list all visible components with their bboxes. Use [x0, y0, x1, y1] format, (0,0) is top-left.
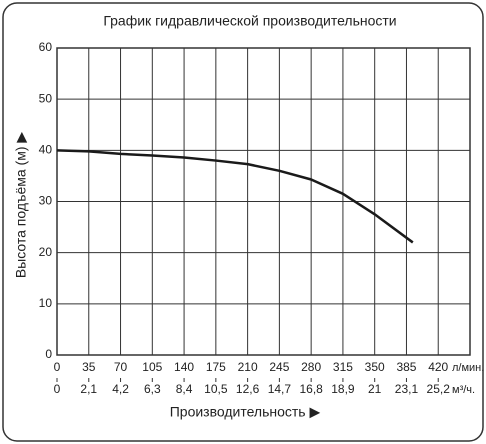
y-tick-label: 10: [39, 296, 53, 310]
x-tick-label: 385: [396, 360, 416, 374]
x2-tick-label: 14,7: [268, 382, 292, 396]
x-tick-label: 245: [269, 360, 289, 374]
x-tick-label: 210: [238, 360, 258, 374]
x-tick-label: 315: [333, 360, 353, 374]
x-tick-label: 35: [82, 360, 96, 374]
y-tick-label: 40: [39, 143, 53, 157]
performance-curve: [56, 149, 414, 244]
x-tick-label: 280: [301, 360, 321, 374]
x-axis-title: Производительность ▶: [170, 404, 321, 420]
chart-title: График гидравлической производительности: [103, 13, 396, 29]
y-tick-label: 0: [45, 347, 52, 361]
x2-tick-label: 2,1: [80, 382, 97, 396]
x2-tick-label: 18,9: [331, 382, 355, 396]
x2-tick-label: 4,2: [112, 382, 129, 396]
x2-tick-label: 0: [54, 382, 61, 396]
x2-tick-label: 10,5: [204, 382, 228, 396]
y-tick-label: 30: [39, 194, 53, 208]
x2-tick-label: 21: [368, 382, 382, 396]
x2-unit: м³/ч.: [452, 384, 475, 396]
x-tick-label: 350: [365, 360, 385, 374]
x2-tick-label: 16,8: [299, 382, 323, 396]
x-tick-label: 0: [54, 360, 61, 374]
x-tick-label: 105: [142, 360, 162, 374]
y-axis-title: Высота подъёма (м) ▶: [13, 132, 29, 279]
y-tick-label: 20: [39, 245, 53, 259]
x-unit: л/мин.: [452, 362, 484, 374]
x2-tick-label: 12,6: [236, 382, 260, 396]
x2-tick-label: 25,2: [427, 382, 451, 396]
x-tick-label: 70: [114, 360, 128, 374]
y-tick-label: 60: [39, 40, 53, 54]
y-tick-label: 50: [39, 91, 53, 105]
x-tick-label: 420: [428, 360, 448, 374]
x-tick-label: 175: [206, 360, 226, 374]
x-tick-label: 140: [174, 360, 194, 374]
x2-tick-label: 8,4: [176, 382, 193, 396]
x2-tick-label: 23,1: [395, 382, 419, 396]
x2-tick-label: 6,3: [144, 382, 161, 396]
